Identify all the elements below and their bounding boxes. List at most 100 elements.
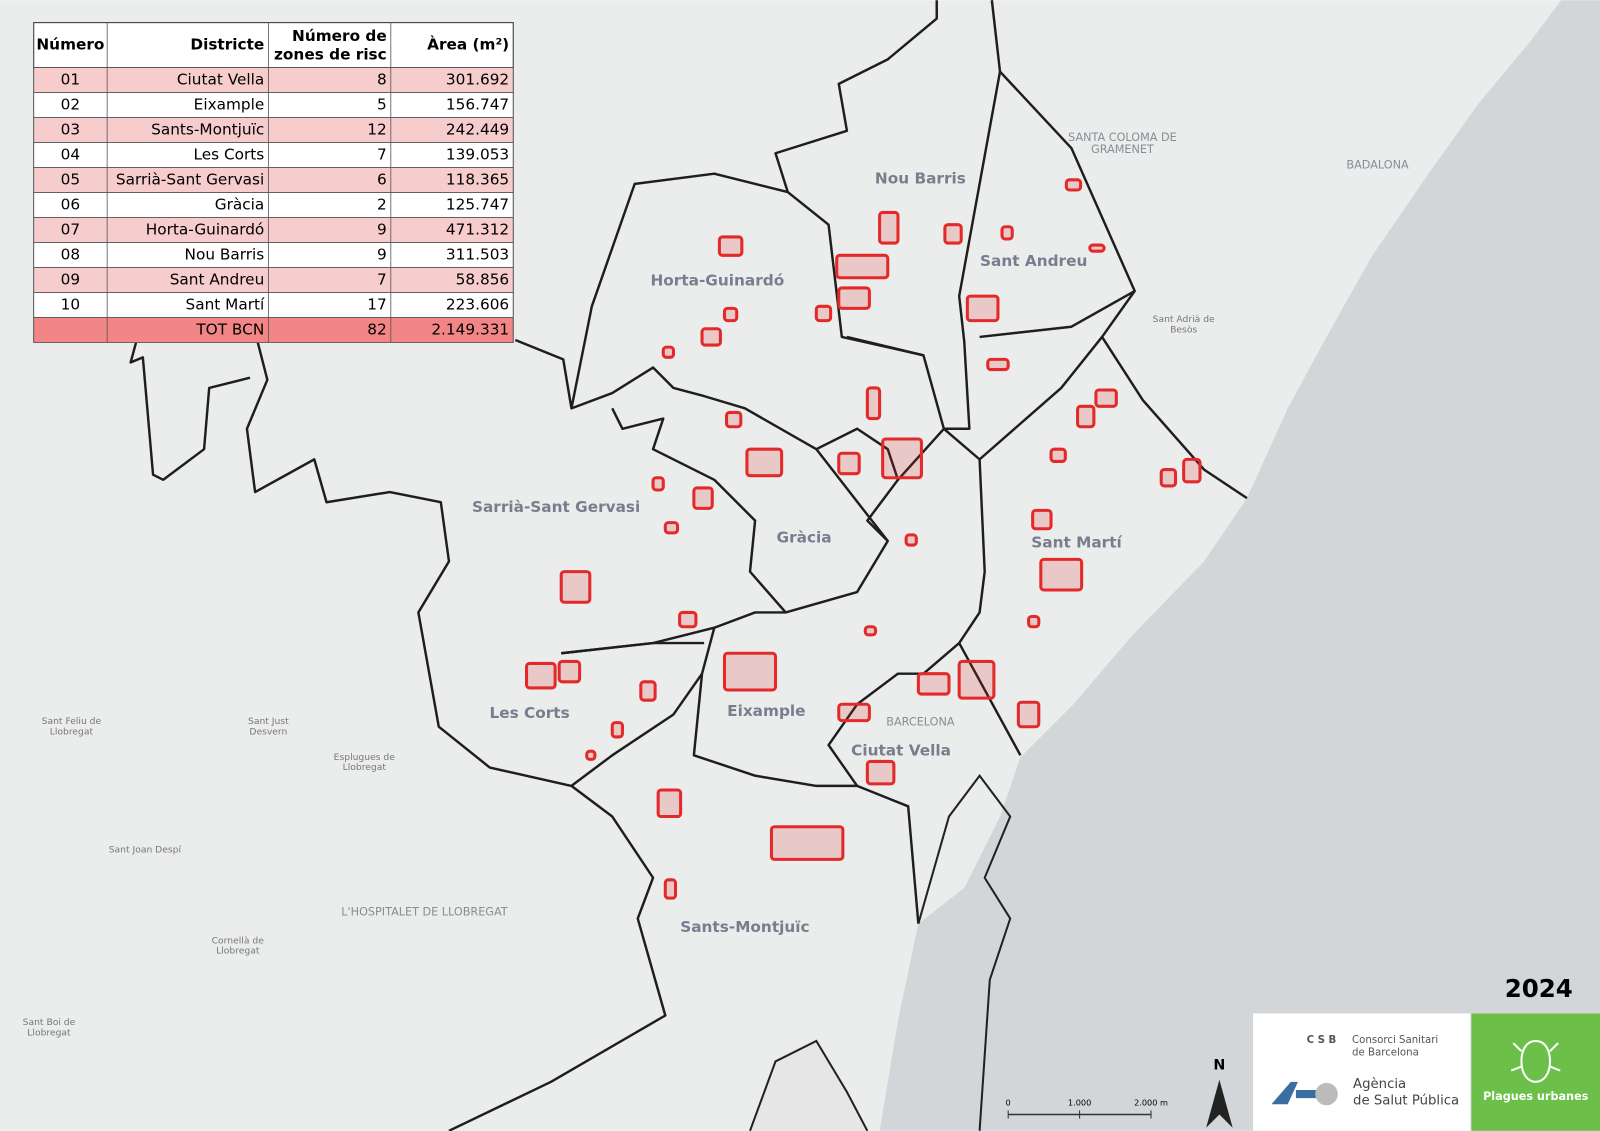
risk-zone: [1159, 468, 1178, 488]
district-label: Les Corts: [489, 704, 569, 722]
table-cell: 9: [377, 221, 387, 239]
table-cell: 06: [61, 196, 80, 214]
program-box: [1471, 1013, 1600, 1131]
risk-zone: [663, 521, 680, 535]
town-label: Sant Just: [248, 716, 289, 727]
risk-zone: [725, 410, 743, 429]
table-row-bg: [33, 167, 514, 193]
sea: [879, 0, 1600, 1131]
town-label: Besòs: [1170, 324, 1197, 335]
table-cell: 12: [367, 121, 386, 139]
risk-zone: [865, 759, 896, 786]
risk-zone: [863, 625, 878, 637]
table-row-bg: [33, 192, 514, 218]
table-row-bg: [33, 117, 514, 143]
risk-zone: [837, 451, 861, 476]
table-total: TOT BCN: [195, 321, 264, 339]
table-row-bg: [33, 267, 514, 293]
table-row-bg: [33, 67, 514, 93]
csb-name: Consorci Sanitari: [1352, 1035, 1438, 1046]
aspb-logo: [1271, 1081, 1317, 1105]
table-cell: 01: [61, 71, 80, 89]
district-label: Ciutat Vella: [851, 742, 951, 760]
district-label: Horta-Guinardó: [650, 271, 784, 289]
year: 2024: [1505, 974, 1573, 1003]
table-cell: Sants-Montjuïc: [151, 121, 264, 139]
risk-zone: [585, 749, 597, 761]
table-cell: 242.449: [446, 121, 509, 139]
csb-acronym: C S B: [1307, 1035, 1337, 1046]
north-label: N: [1213, 1058, 1225, 1074]
risk-zone: [904, 533, 918, 547]
risk-zone: [559, 570, 592, 604]
town-label: Sant Adrià de: [1153, 314, 1215, 325]
risk-zone: [1049, 447, 1067, 463]
risk-zone: [722, 306, 739, 323]
risk-zone: [656, 788, 683, 819]
table-cell: 156.747: [446, 96, 509, 114]
risk-zone: [957, 659, 996, 700]
town-label: Sant Feliu de: [42, 716, 102, 727]
table-cell: 02: [61, 96, 80, 114]
table-cell: Nou Barris: [185, 246, 265, 264]
table-cell: Sant Andreu: [170, 271, 265, 289]
table-cell: Ciutat Vella: [177, 71, 264, 89]
table-cell: Les Corts: [193, 146, 264, 164]
table-cell: 09: [61, 271, 80, 289]
risk-zone: [881, 437, 923, 480]
table-header: Àrea (m²): [427, 35, 509, 54]
risk-zone: [835, 253, 890, 280]
risk-zone: [717, 235, 744, 257]
table-cell: 301.692: [446, 71, 509, 89]
risk-zone: [651, 476, 665, 492]
risk-zone: [678, 610, 698, 629]
risk-zone: [1094, 388, 1118, 408]
town-label: Llobregat: [343, 762, 387, 773]
risk-zone: [965, 294, 1000, 323]
table-cell: Gràcia: [215, 196, 265, 214]
risk-zone: [837, 702, 871, 723]
aspb-name: de Salut Pública: [1353, 1092, 1459, 1108]
table-cell: Sarrià-Sant Gervasi: [116, 171, 264, 189]
table-row-bg: [33, 242, 514, 268]
risk-zone: [916, 672, 951, 696]
city-label: SANTA COLOMA DE: [1068, 131, 1177, 144]
port-outline: [749, 1039, 869, 1131]
town-label: Esplugues de: [334, 752, 396, 763]
table-total: 2.149.331: [431, 321, 509, 339]
table-row-bg: [33, 142, 514, 168]
north-arrow: [1206, 1079, 1233, 1128]
table-total: 82: [367, 321, 386, 339]
city-label: BADALONA: [1346, 159, 1409, 172]
district-label: Sarrià-Sant Gervasi: [472, 498, 640, 516]
district-label: Sants-Montjuïc: [680, 918, 809, 936]
table-cell: Eixample: [194, 96, 265, 114]
risk-zone: [692, 486, 714, 510]
town-label: Desvern: [249, 726, 287, 737]
risk-zone: [865, 386, 882, 421]
table-row-bg: [33, 292, 514, 318]
table-cell: 139.053: [446, 146, 509, 164]
district-label: Gràcia: [777, 528, 832, 546]
table-cell: 471.312: [446, 221, 509, 239]
risk-zone: [661, 345, 675, 359]
risk-zone: [610, 721, 624, 739]
table-cell: 58.856: [456, 271, 510, 289]
table-cell: Horta-Guinardó: [146, 221, 265, 239]
town-label: Llobregat: [50, 726, 94, 737]
risk-zone: [557, 659, 582, 684]
city-label: L'HOSPITALET DE LLOBREGAT: [341, 905, 508, 918]
table-cell: 9: [377, 246, 387, 264]
table-cell: 05: [61, 171, 80, 189]
risk-zone: [525, 661, 557, 690]
table-cell: 10: [61, 296, 80, 314]
town-label: Sant Joan Despí: [109, 845, 182, 856]
risk-zone: [1000, 225, 1014, 241]
risk-zone: [663, 878, 678, 900]
table-header: Número de zones de risc: [274, 26, 387, 62]
risk-zone: [814, 304, 833, 323]
scale-label: 2.000 m: [1134, 1097, 1168, 1107]
risk-zone: [837, 286, 871, 310]
table-cell: 7: [377, 271, 387, 289]
